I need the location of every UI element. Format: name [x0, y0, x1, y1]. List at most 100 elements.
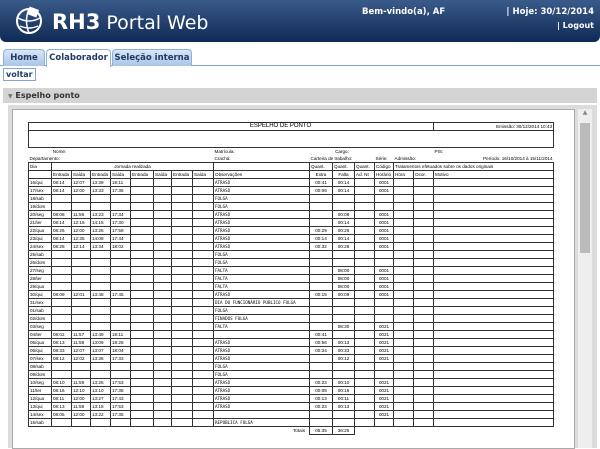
extra	[309, 306, 333, 316]
col-saida: Saída	[71, 170, 91, 180]
entrada-2: 14:15	[90, 218, 111, 228]
saida-1: 11:58	[71, 402, 91, 412]
scroll-up-icon[interactable]: ▲	[582, 109, 588, 116]
saida-2: 17:53	[110, 402, 131, 412]
col-tratamentos: Tratamentos efetuados sobre os dados ori…	[393, 162, 554, 172]
saida-1	[71, 274, 91, 284]
extra: 00:23	[309, 402, 333, 412]
col-saida: Saída	[110, 170, 131, 180]
falta: 00:11	[332, 394, 355, 404]
day: 20/seg	[28, 210, 52, 220]
col-entrada: Entrada	[130, 170, 154, 180]
col-entrada: Entrada	[90, 170, 111, 180]
extra: 00:13	[309, 394, 333, 404]
back-button[interactable]: voltar	[3, 68, 36, 81]
day: 24/sex	[28, 242, 52, 252]
saida-1	[71, 322, 91, 332]
saida-1: 12:16	[71, 218, 91, 228]
table-row: 22/qua 08:26 12:00 13:25 17:59 ATRASO 00:29 00:…	[28, 226, 554, 236]
table-row: 05/qua 08:13 11:58 13:09 18:26 ATRASO 00:56 00:…	[28, 338, 554, 348]
table-row: 23/qui 08:14 12:35 14:08 17:44 ATRASO 00:14 00:…	[28, 234, 554, 244]
entrada-2	[90, 306, 111, 316]
saida-2	[110, 306, 131, 316]
logout-link[interactable]: | Logout	[556, 21, 594, 30]
falta: 00:09	[332, 290, 355, 300]
col-motivo: Motivo	[433, 170, 554, 180]
report-table: ESPELHO DE PONTO Emissão: 30/12/2014 10:4…	[28, 122, 554, 436]
saida-2	[110, 274, 131, 284]
entrada-2	[90, 322, 111, 332]
saida-1: 12:01	[71, 290, 91, 300]
tab-colaborador[interactable]: Colaborador	[46, 49, 111, 67]
extra: 00:08	[309, 386, 333, 396]
saida-1: 11:57	[71, 330, 91, 340]
entrada-2	[90, 250, 111, 260]
col-ocor: Ocor.	[413, 170, 434, 180]
vertical-scrollbar[interactable]: ▲	[578, 109, 592, 448]
saida-2: 17:44	[110, 234, 131, 244]
entrada-2	[90, 274, 111, 284]
codigo-horario	[374, 362, 394, 372]
observacao: ATRASO	[213, 378, 310, 388]
falta: 08:00	[332, 282, 355, 292]
extra: 00:29	[309, 226, 333, 236]
col-dia: Dia	[28, 162, 52, 172]
saida-1: 12:07	[71, 346, 91, 356]
saida-1	[71, 298, 91, 308]
table-row: 08/sab FOLGA	[28, 362, 554, 372]
serie-label: Série:	[375, 156, 388, 162]
falta: 00:08	[332, 210, 355, 220]
observacao: REPÚBLICA FOLGA	[213, 418, 310, 428]
day: 13/qui	[28, 402, 52, 412]
saida-2: 18:04	[110, 346, 131, 356]
report-page: ESPELHO DE PONTO Emissão: 30/12/2014 10:4…	[12, 109, 575, 449]
saida-1: 11:58	[71, 338, 91, 348]
admissao-label: Admissão:	[394, 156, 416, 162]
table-row: 20/seg 08:08 11:56 13:23 17:34 ATRASO 00:08 000…	[28, 210, 554, 220]
scrollbar-thumb[interactable]	[580, 123, 590, 253]
entrada-1	[51, 202, 72, 212]
brand-logo: RH3 Portal Web	[52, 10, 209, 34]
codigo-horario: 0021	[374, 338, 394, 348]
col-quant-ad: Quant.	[354, 162, 375, 172]
extra	[309, 218, 333, 228]
codigo-horario: 0021	[374, 330, 394, 340]
extra	[309, 298, 333, 308]
entrada-2	[90, 282, 111, 292]
panel-header[interactable]: ▼ Espelho ponto	[3, 88, 597, 103]
saida-2	[110, 362, 131, 372]
day: 04/ter	[28, 330, 52, 340]
entrada-2: 13:34	[90, 242, 111, 252]
entrada-1	[51, 418, 72, 428]
entrada-1: 08:05	[51, 410, 72, 420]
observacao: FOLGA	[213, 362, 310, 372]
codigo-horario: 0001	[374, 290, 394, 300]
falta	[332, 410, 355, 420]
saida-2: 18:11	[110, 330, 131, 340]
pis-label: PIS:	[434, 149, 444, 154]
day: 27/seg	[28, 266, 52, 276]
entrada-2	[90, 258, 111, 268]
extra: 00:15	[309, 290, 333, 300]
codigo-horario	[374, 258, 394, 268]
saida-2	[110, 370, 131, 380]
col-saida: Saída	[192, 170, 214, 180]
tab-home[interactable]: Home	[3, 49, 45, 66]
saida-1: 11:59	[71, 378, 91, 388]
entrada-1	[51, 194, 72, 204]
codigo-horario: 0001	[374, 274, 394, 284]
day: 01/sab	[28, 306, 52, 316]
saida-1	[71, 314, 91, 324]
table-row: 12/qua 08:11 12:00 13:27 17:43 ATRASO 00:13 00:…	[28, 394, 554, 404]
cargo-label: Cargo:	[335, 149, 349, 154]
entrada-1: 08:02	[51, 330, 72, 340]
tab-selecao-interna[interactable]: Seleção interna	[112, 49, 192, 66]
falta: 00:16	[332, 386, 355, 396]
saida-1: 12:02	[71, 354, 91, 364]
table-row: 14/sex 08:05 12:00 13:22 17:35 0021	[28, 410, 554, 420]
day: 22/qua	[28, 226, 52, 236]
entrada-1: 08:14	[51, 218, 72, 228]
falta	[332, 330, 355, 340]
saida-2	[110, 314, 131, 324]
observacao: ATRASO	[213, 394, 310, 404]
